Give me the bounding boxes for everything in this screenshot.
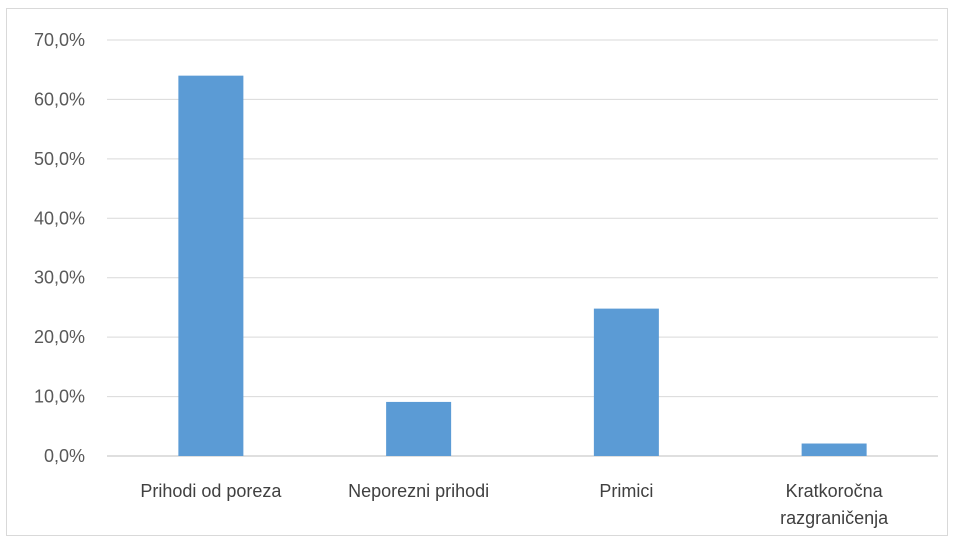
y-tick-label: 0,0% <box>44 446 85 466</box>
x-tick-label: Primici <box>599 481 653 501</box>
y-tick-label: 20,0% <box>34 327 85 347</box>
x-tick-label: Kratkoročna razgraničenja <box>780 481 889 528</box>
y-tick-label: 60,0% <box>34 89 85 109</box>
x-tick-label: Prihodi od poreza <box>140 481 282 501</box>
bar <box>801 443 867 456</box>
bar <box>593 308 659 456</box>
y-tick-label: 40,0% <box>34 208 85 228</box>
x-tick-label: Neporezni prihodi <box>348 481 489 501</box>
chart-frame <box>6 8 948 536</box>
y-tick-label: 50,0% <box>34 149 85 169</box>
bar <box>386 401 452 456</box>
y-tick-label: 70,0% <box>34 30 85 50</box>
bar <box>178 75 244 457</box>
y-tick-label: 30,0% <box>34 268 85 288</box>
y-tick-label: 10,0% <box>34 387 85 407</box>
